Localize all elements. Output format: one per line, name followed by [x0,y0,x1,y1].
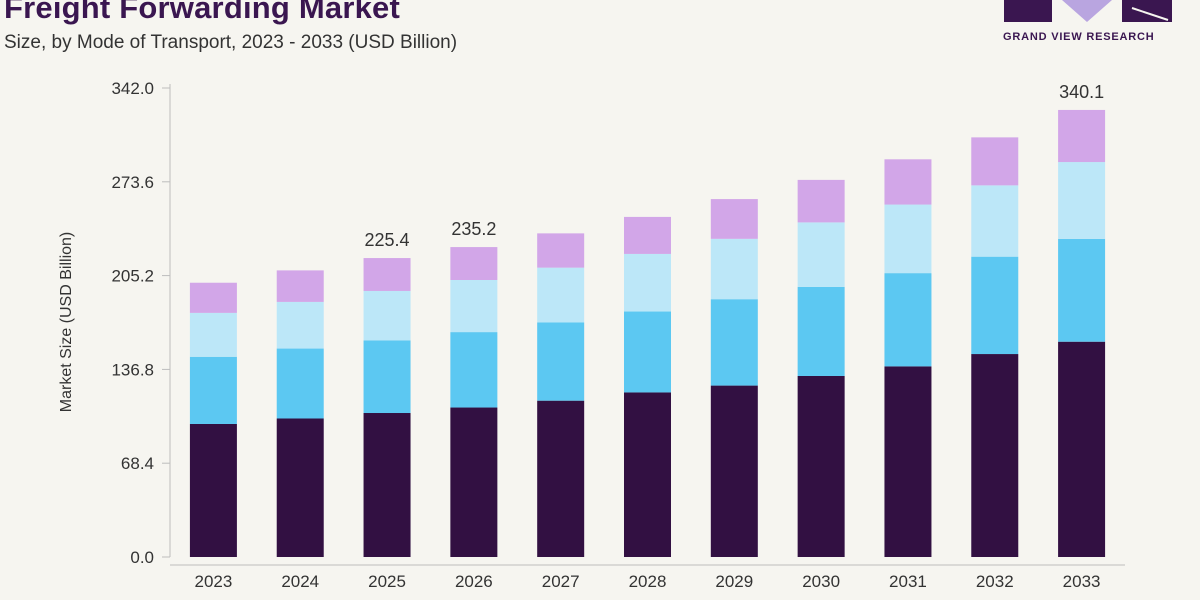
bar-segment [537,322,585,401]
bar-segment [710,385,758,557]
bar-segment [624,311,671,393]
bar-segment [276,270,324,302]
x-tick-label: 2024 [281,572,319,591]
bar-segment [537,400,585,557]
bar-segment [884,204,932,274]
logo-brand-text: GRAND VIEW RESEARCH [1003,31,1155,43]
bar-segment [276,418,324,557]
bar-total-label: 235.2 [451,219,496,239]
bar-segment [624,392,671,557]
bar-segment [971,256,1019,355]
bar-segment [1058,341,1106,557]
chart-labels: 2023 2024 2025 225.4 2026 235.2 2027 2028 2029 20… [194,82,1104,591]
bar-segment [189,423,237,557]
bar-segment [363,258,411,291]
bar-segment [363,340,411,414]
y-tick-label: 273.6 [111,173,154,192]
bar-segment [189,282,237,313]
x-tick-label: 2029 [715,572,753,591]
bar-segment [884,159,932,205]
y-tick-label: 68.4 [121,454,154,473]
bar-segment [624,253,671,312]
bar-segment [1058,109,1106,163]
bar-segment [363,413,411,557]
grand-view-research-logo-icon [1004,0,1172,22]
x-tick-label: 2026 [455,572,493,591]
bar-segment [450,279,498,333]
bar-segment [276,348,324,419]
bar-segment [450,247,498,280]
x-tick-label: 2027 [542,572,580,591]
bar-segment [1058,162,1106,239]
bar-segment [710,238,758,300]
x-tick-label: 2023 [194,572,232,591]
y-tick-label: 342.0 [111,79,154,98]
chart-title: Freight Forwarding Market [4,0,400,25]
y-tick-label: 205.2 [111,267,154,286]
x-tick-label: 2030 [802,572,840,591]
bar-segment [450,407,498,557]
bar-total-label: 340.1 [1059,82,1104,102]
bar-segment [797,286,845,376]
bar-segment [710,199,758,239]
y-tick-label: 136.8 [111,360,154,379]
y-tick-label: 0.0 [130,548,154,567]
bar-segment [797,222,845,287]
x-tick-label: 2032 [976,572,1014,591]
bar-segment [276,301,324,349]
y-axis-title: Market Size (USD Billion) [58,232,75,412]
bar-segment [884,366,932,557]
bar-segment [537,267,585,323]
x-tick-label: 2025 [368,572,406,591]
bar-segment [710,299,758,386]
bar-segment [537,233,585,268]
chart-bars [189,109,1106,557]
bar-segment [189,356,237,424]
bar-segment [1058,238,1106,342]
x-tick-label: 2031 [889,572,927,591]
chart-axes: 0.0 68.4 136.8 205.2 273.6 342.0 Market Size (… [58,79,1125,567]
x-tick-label: 2028 [629,572,667,591]
bar-segment [971,354,1019,557]
bar-segment [797,179,845,223]
bar-total-label: 225.4 [365,230,410,250]
bar-segment [971,137,1019,186]
bar-segment [884,273,932,367]
bar-segment [797,375,845,557]
bar-segment [971,185,1019,257]
bar-segment [624,216,671,254]
bar-segment [189,312,237,357]
chart-subtitle: Size, by Mode of Transport, 2023 - 2033 … [4,32,458,53]
bar-segment [363,290,411,341]
x-tick-label: 2033 [1063,572,1101,591]
bar-segment [450,332,498,408]
